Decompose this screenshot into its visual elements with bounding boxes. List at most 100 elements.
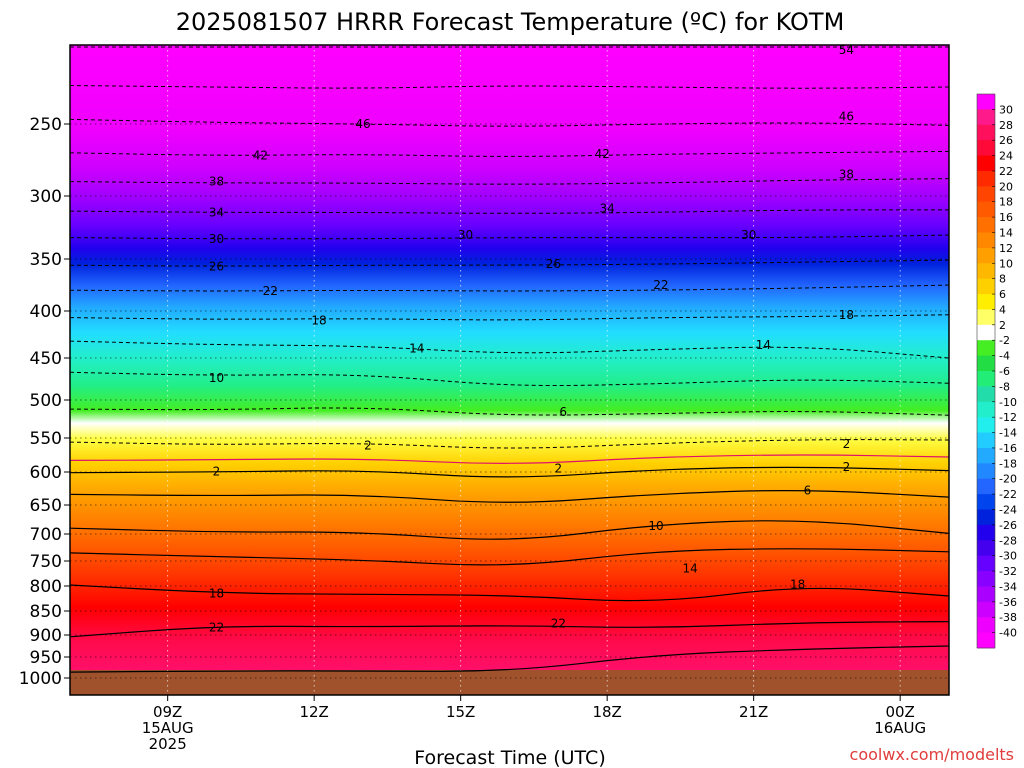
colorbar-label: -32 [999,565,1017,578]
contour-line [69,234,950,240]
colorbar-swatch [977,524,995,541]
contour-label: 2 [843,437,851,451]
colorbar-swatch [977,155,995,172]
colorbar-swatch [977,494,995,510]
contour-label: 18 [311,313,326,327]
x-tick-label: 18Z [592,703,621,721]
grid [70,45,949,695]
colorbar-label: -8 [999,380,1010,393]
contour-line [69,118,950,127]
contour-line [69,259,950,267]
colorbar-swatch [977,232,995,249]
contour-line [69,150,950,157]
contour-line [69,178,950,185]
contour-label: 42 [595,147,610,161]
y-tick-label: 700 [30,525,62,545]
colorbar-label: -40 [999,627,1017,640]
contour-line [69,520,950,540]
colorbar-label: -18 [999,457,1017,470]
ground-fill [70,670,949,695]
colorbar-swatch [977,401,995,418]
y-tick-label: 750 [30,552,62,572]
contour-label: 22 [263,284,278,298]
contour-line [69,645,950,673]
colorbar-label: -28 [999,534,1017,547]
contour-label: 6 [559,405,567,419]
x-axis-title: Forecast Time (UTC) [414,747,605,768]
x-tick-label: 00Z [885,703,914,721]
colorbar-label: -34 [999,580,1017,593]
y-tick-label: 450 [30,349,62,369]
contour-label: 42 [253,149,268,163]
y-tick-label: 900 [30,626,62,646]
colorbar-label: 14 [999,227,1013,240]
contour-label: 2 [364,438,372,452]
colorbar-label: 12 [999,242,1013,255]
contour-line [69,340,950,359]
contour-label: 14 [756,338,771,352]
y-tick-label: 850 [30,602,62,622]
x-tick-label: 15AUG [142,719,194,737]
contour-label: 2 [843,460,851,474]
contour-label: 34 [600,202,615,216]
colorbar-swatch [977,186,995,203]
colorbar-label: -12 [999,411,1017,424]
x-tick-label: 16AUG [874,719,926,737]
contour-label: 34 [209,205,224,219]
contour-line [69,209,950,214]
colorbar-label: -26 [999,519,1017,532]
contour-line [69,371,950,387]
y-tick-label: 550 [30,429,62,449]
colorbar-swatch [977,109,995,126]
colorbar-swatch [977,386,995,403]
colorbar-swatch [977,294,995,310]
contour-line [69,407,950,416]
contour-lines [69,46,950,673]
colorbar-swatch [977,140,995,156]
x-tick-label: 12Z [299,703,328,721]
contour-line [69,548,950,566]
credit-text: coolwx.com/modelts [850,745,1014,764]
y-tick-label: 600 [30,463,62,483]
y-tick-label: 400 [30,302,62,322]
y-tick-label: 650 [30,496,62,516]
colorbar-swatch [977,432,995,449]
contour-line [69,466,950,478]
colorbar-label: 6 [999,288,1006,301]
contour-label: 18 [790,578,805,592]
x-tick-label: 15Z [446,703,475,721]
colorbar-swatch [977,201,995,218]
y-axis: 250 300 350 400 450 500 550 600 650 700 750 800 850 9… [19,115,70,689]
contour-label: 22 [209,620,224,634]
contour-label: 18 [839,308,854,322]
contour-label: 38 [209,175,224,189]
contour-label: 30 [458,228,473,242]
contour-label: 54 [839,43,854,57]
colorbar-swatch [977,94,995,110]
contour-label: 26 [546,257,561,271]
colorbar-label: 28 [999,119,1013,132]
colorbar-label: -22 [999,488,1017,501]
colorbar-label: 8 [999,273,1006,286]
colorbar-label: 18 [999,196,1013,209]
contour-label: 22 [653,278,668,292]
contour-label: 30 [741,228,756,242]
colorbar-label: -14 [999,427,1017,440]
colorbar-swatch [977,617,995,634]
contour-line [69,454,950,464]
colorbar-swatch [977,371,995,387]
plot-frame [69,44,950,696]
colorbar-swatch [977,586,995,603]
colorbar-swatch [977,463,995,480]
colorbar-label: 16 [999,211,1013,224]
y-tick-label: 1000 [19,669,62,689]
colorbar-swatch [977,555,995,572]
y-tick-label: 800 [30,577,62,597]
contour-label: 14 [409,342,424,356]
colorbar-label: 22 [999,165,1013,178]
colorbar-swatch [977,247,995,264]
contour-label: 46 [839,109,854,123]
colorbar-label: 26 [999,134,1013,147]
